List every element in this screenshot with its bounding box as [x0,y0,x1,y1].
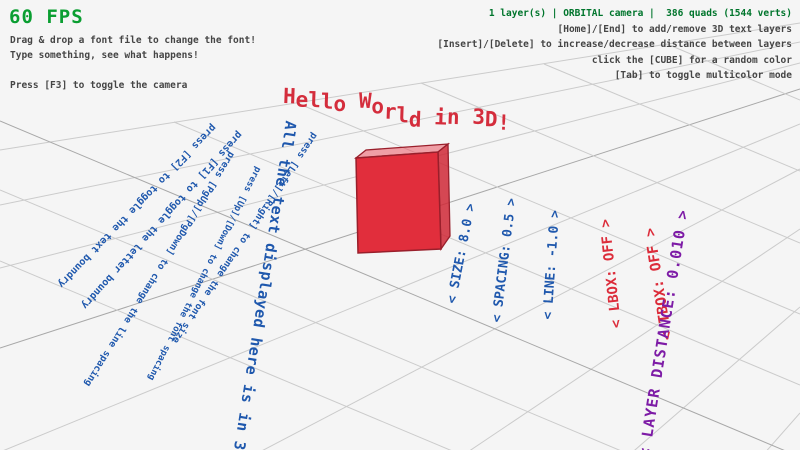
hud-left-hints: Drag & drop a font file to change the fo… [10,33,256,93]
hud-spacer [10,63,256,78]
hint-camera-toggle: Press [F3] to toggle the camera [10,80,188,91]
hint-layers: [Home]/[End] to add/remove 3D text layer… [557,23,793,35]
hint-drag-drop: Drag & drop a font file to change the fo… [10,35,256,46]
hud-right-hints: 1 layer(s) | ORBITAL camera | 386 quads … [437,6,792,84]
hint-multicolor: [Tab] to toggle multicolor mode [614,70,792,81]
ground-grid [0,22,800,450]
hint-layer-distance: [Insert]/[Delete] to increase/decrease d… [437,39,792,50]
stats-line: 1 layer(s) | ORBITAL camera | 386 quads … [488,8,792,19]
hint-cube-click: click the [CUBE] for a random color [591,54,792,66]
hint-type: Type something, see what happens! [10,50,199,61]
red-cube[interactable] [353,142,451,254]
cube-front-face [355,151,442,254]
fps-counter: 60 FPS [9,6,84,28]
